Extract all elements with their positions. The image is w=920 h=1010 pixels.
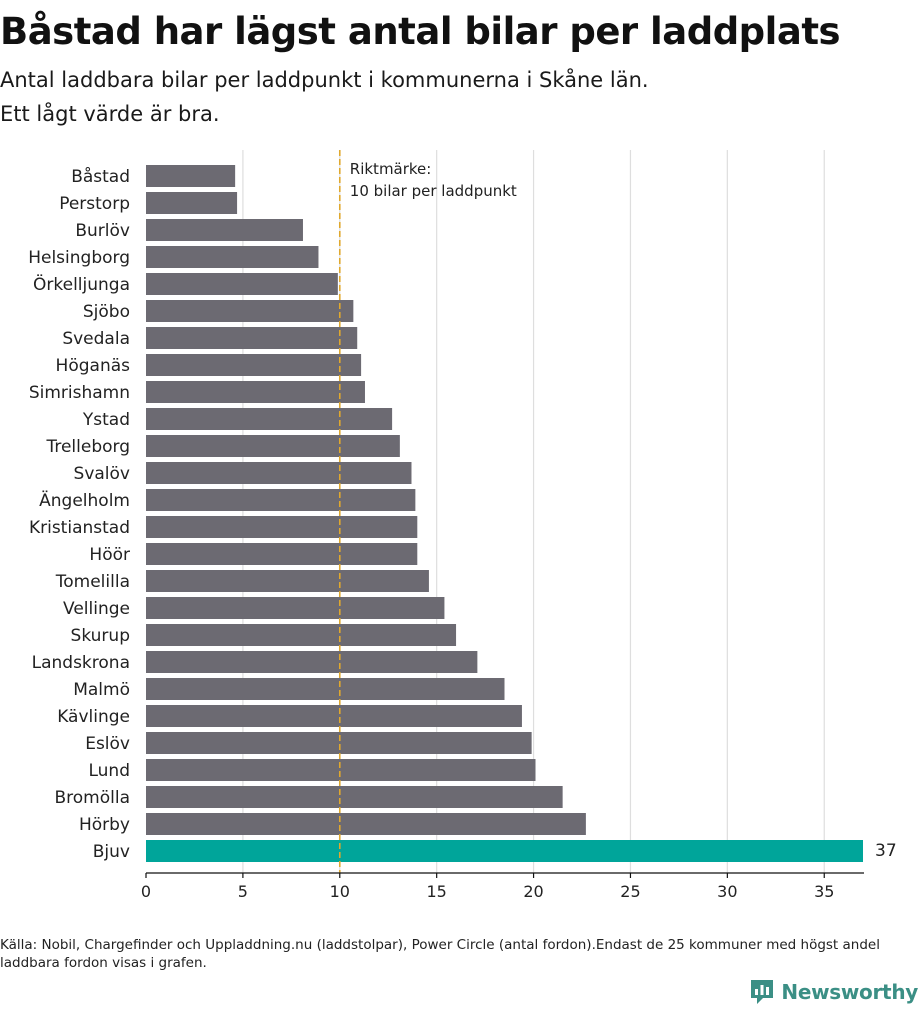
x-tick-label-7: 35: [814, 882, 834, 901]
source-note: Källa: Nobil, Chargefinder och Uppladdni…: [0, 937, 880, 971]
bar-0: [146, 165, 236, 187]
bar-3: [146, 246, 319, 268]
newsworthy-logo-icon: [751, 980, 774, 1004]
category-label-9: Ystad: [82, 410, 130, 430]
bar-13: [146, 516, 418, 538]
reference-line-group: Riktmärke: 10 bilar per laddpunkt: [338, 150, 517, 873]
x-tick-label-5: 25: [620, 882, 640, 901]
category-label-14: Höör: [89, 545, 130, 565]
bar-5: [146, 300, 354, 322]
bar-22: [146, 759, 536, 781]
reference-label-line2: 10 bilar per laddpunkt: [350, 182, 517, 200]
bar-15: [146, 570, 429, 592]
bar-16: [146, 597, 445, 619]
bar-19: [146, 678, 505, 700]
category-label-6: Svedala: [62, 329, 130, 349]
x-tick-label-2: 10: [330, 882, 350, 901]
value-labels: 37: [875, 841, 897, 861]
category-label-19: Malmö: [73, 680, 130, 700]
bar-2: [146, 219, 303, 241]
bar-23: [146, 786, 563, 808]
x-tick-label-6: 30: [717, 882, 737, 901]
category-label-0: Båstad: [71, 166, 130, 187]
newsworthy-logo-text: Newsworthy: [781, 980, 918, 1004]
category-label-21: Eslöv: [85, 734, 130, 754]
bar-17: [146, 624, 457, 646]
category-labels: Båstad Perstorp Burlöv Helsingborg Örkelljun…: [28, 166, 130, 862]
bar-8: [146, 381, 365, 403]
bar-7: [146, 354, 362, 376]
x-tick-label-4: 20: [523, 882, 543, 901]
category-label-10: Trelleborg: [45, 437, 130, 457]
reference-label-line1: Riktmärke:: [350, 160, 432, 178]
bar-14: [146, 543, 418, 565]
chart-subtitle-line2: Ett lågt värde är bra.: [0, 102, 220, 126]
bar-chart: Riktmärke: 10 bilar per laddpunkt Båstad…: [28, 150, 897, 901]
x-tick-label-3: 15: [426, 882, 446, 901]
category-label-23: Bromölla: [54, 788, 130, 808]
bar-24: [146, 813, 586, 835]
x-axis: 0 5 10 15 20 25 30 35: [141, 872, 864, 901]
bar-18: [146, 651, 478, 673]
category-label-20: Kävlinge: [57, 707, 130, 727]
bar-6: [146, 327, 358, 349]
category-label-1: Perstorp: [59, 194, 130, 214]
category-label-24: Hörby: [79, 815, 130, 835]
bar-12: [146, 489, 416, 511]
category-label-15: Tomelilla: [55, 572, 130, 592]
category-label-5: Sjöbo: [83, 302, 130, 322]
category-label-2: Burlöv: [75, 221, 130, 241]
category-label-11: Svalöv: [74, 464, 130, 484]
category-label-25: Bjuv: [93, 842, 130, 862]
category-label-13: Kristianstad: [29, 518, 130, 538]
category-label-7: Höganäs: [56, 356, 131, 376]
bars: [146, 165, 863, 862]
category-label-22: Lund: [88, 761, 130, 781]
category-label-16: Vellinge: [63, 599, 130, 619]
chart-subtitle-line1: Antal laddbara bilar per laddpunkt i kom…: [0, 68, 649, 92]
bar-11: [146, 462, 412, 484]
category-label-17: Skurup: [71, 626, 130, 646]
newsworthy-logo: Newsworthy: [749, 978, 918, 1006]
category-label-12: Ängelholm: [39, 490, 130, 511]
bar-9: [146, 408, 393, 430]
category-label-3: Helsingborg: [28, 248, 130, 268]
value-label-bjuv: 37: [875, 841, 897, 861]
chart-title: Båstad har lägst antal bilar per laddpla…: [0, 10, 841, 53]
x-tick-label-1: 5: [238, 882, 248, 901]
category-label-18: Landskrona: [32, 653, 130, 673]
category-label-4: Örkelljunga: [33, 273, 130, 295]
x-tick-label-0: 0: [141, 882, 151, 901]
bar-4: [146, 273, 338, 295]
bar-21: [146, 732, 532, 754]
bar-10: [146, 435, 400, 457]
category-label-8: Simrishamn: [29, 383, 130, 403]
bar-25: [146, 840, 863, 862]
bar-1: [146, 192, 238, 214]
bar-20: [146, 705, 522, 727]
